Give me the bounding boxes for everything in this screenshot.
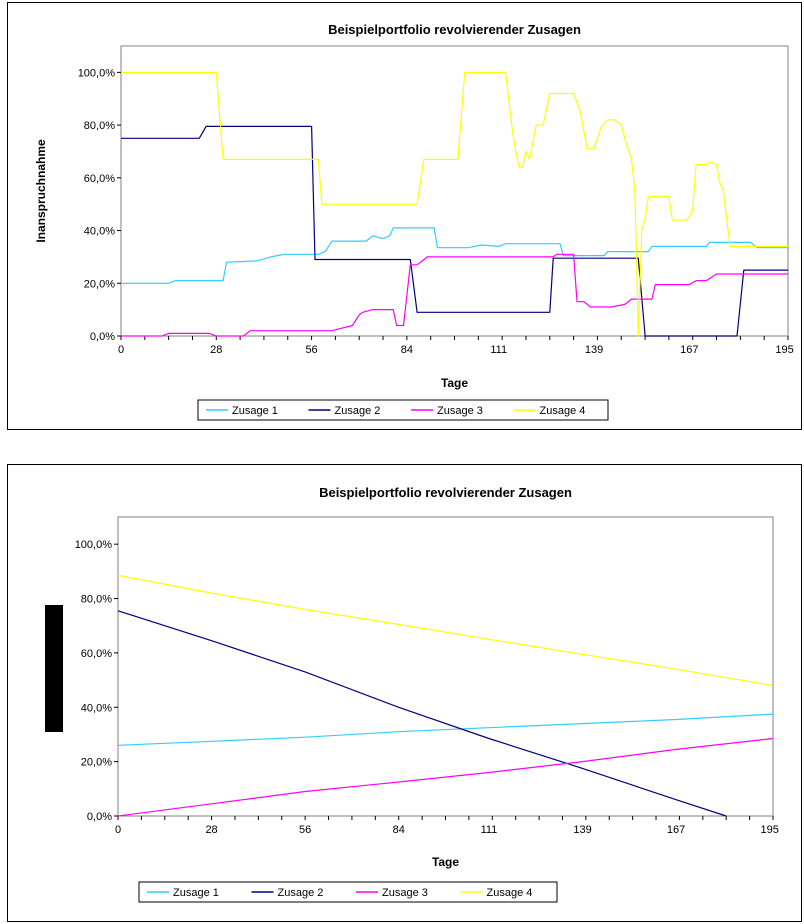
- legend-label-zusage-1: Zusage 1: [232, 405, 278, 417]
- chart-title: Beispielportfolio revolvierender Zusagen: [328, 22, 581, 37]
- x-tick-label: 167: [667, 824, 685, 836]
- legend-label-zusage-2: Zusage 2: [335, 405, 381, 417]
- x-tick-label: 139: [585, 344, 603, 356]
- plot-area: [120, 45, 789, 337]
- x-tick-label: 0: [118, 344, 124, 356]
- y-tick-label: 0,0%: [87, 811, 112, 823]
- x-axis-label: Tage: [432, 855, 459, 869]
- series-line-zusage-1: [121, 227, 788, 284]
- x-tick-label: 111: [490, 344, 507, 356]
- y-tick-label: 100,0%: [75, 539, 113, 551]
- chart-panel-2: Beispielportfolio revolvierender Zusagen…: [7, 464, 802, 922]
- x-tick-label: 167: [680, 344, 698, 356]
- y-tick-label: 20,0%: [81, 757, 112, 769]
- x-tick-label: 28: [210, 344, 222, 356]
- y-tick-label: 60,0%: [84, 173, 115, 185]
- y-axis: 0,0% 20,0% 40,0% 60,0% 80,0% 100,0%: [75, 539, 118, 823]
- x-tick-label: 195: [760, 824, 778, 836]
- series-line-zusage-2: [117, 610, 727, 817]
- series-line-zusage-3: [117, 737, 774, 817]
- y-tick-label: 0,0%: [90, 331, 115, 343]
- y-tick-label: 40,0%: [84, 226, 115, 238]
- plot-area: [117, 516, 774, 817]
- x-axis: 0 28 56 84 111 139 167 195: [115, 816, 779, 836]
- x-tick-label: 84: [393, 824, 405, 836]
- y-tick-label: 60,0%: [81, 648, 112, 660]
- legend-box: [197, 399, 609, 421]
- chart-panel-1: Beispielportfolio revolvierender Zusagen…: [7, 2, 802, 430]
- x-axis-label: Tage: [441, 376, 468, 390]
- legend-label-zusage-1: Zusage 1: [173, 887, 219, 899]
- x-tick-label: 56: [299, 824, 311, 836]
- x-tick-label: 56: [305, 344, 317, 356]
- y-tick-label: 80,0%: [84, 120, 115, 132]
- series-line-zusage-4: [121, 71, 788, 337]
- series-line-zusage-3: [121, 253, 788, 337]
- legend: Zusage 1 Zusage 2 Zusage 3 Zusage 4: [197, 399, 609, 421]
- legend-label-zusage-4: Zusage 4: [487, 887, 533, 899]
- series-line-zusage-2: [121, 125, 788, 337]
- series-line-zusage-1: [117, 713, 774, 746]
- chart-2-svg: Beispielportfolio revolvierender Zusagen…: [75, 485, 779, 903]
- series-lines: [121, 71, 788, 337]
- y-tick-label: 100,0%: [78, 67, 116, 79]
- legend-box: [138, 881, 558, 903]
- legend: Zusage 1 Zusage 2 Zusage 3 Zusage 4: [138, 881, 558, 903]
- x-tick-label: 195: [775, 344, 793, 356]
- redaction-block: [45, 605, 63, 732]
- legend-label-zusage-4: Zusage 4: [540, 405, 586, 417]
- series-lines: [117, 574, 774, 817]
- x-tick-label: 139: [573, 824, 591, 836]
- x-tick-label: 84: [401, 344, 413, 356]
- y-tick-label: 40,0%: [81, 702, 112, 714]
- x-tick-label: 28: [205, 824, 217, 836]
- x-tick-label: 111: [481, 824, 498, 836]
- y-tick-label: 20,0%: [84, 278, 115, 290]
- x-axis: 0 28 56 84 111 139 167 195: [118, 336, 794, 356]
- series-line-zusage-4: [117, 574, 774, 687]
- chart-1-svg: Beispielportfolio revolvierender Zusagen…: [34, 22, 794, 421]
- chart-title: Beispielportfolio revolvierender Zusagen: [319, 485, 572, 500]
- y-axis-label: Inanspruchnahme: [34, 139, 48, 243]
- y-axis: 0,0% 20,0% 40,0% 60,0% 80,0% 100,0%: [78, 67, 121, 343]
- legend-label-zusage-3: Zusage 3: [437, 405, 483, 417]
- x-tick-label: 0: [115, 824, 121, 836]
- legend-label-zusage-3: Zusage 3: [382, 887, 428, 899]
- y-tick-label: 80,0%: [81, 594, 112, 606]
- legend-label-zusage-2: Zusage 2: [278, 887, 324, 899]
